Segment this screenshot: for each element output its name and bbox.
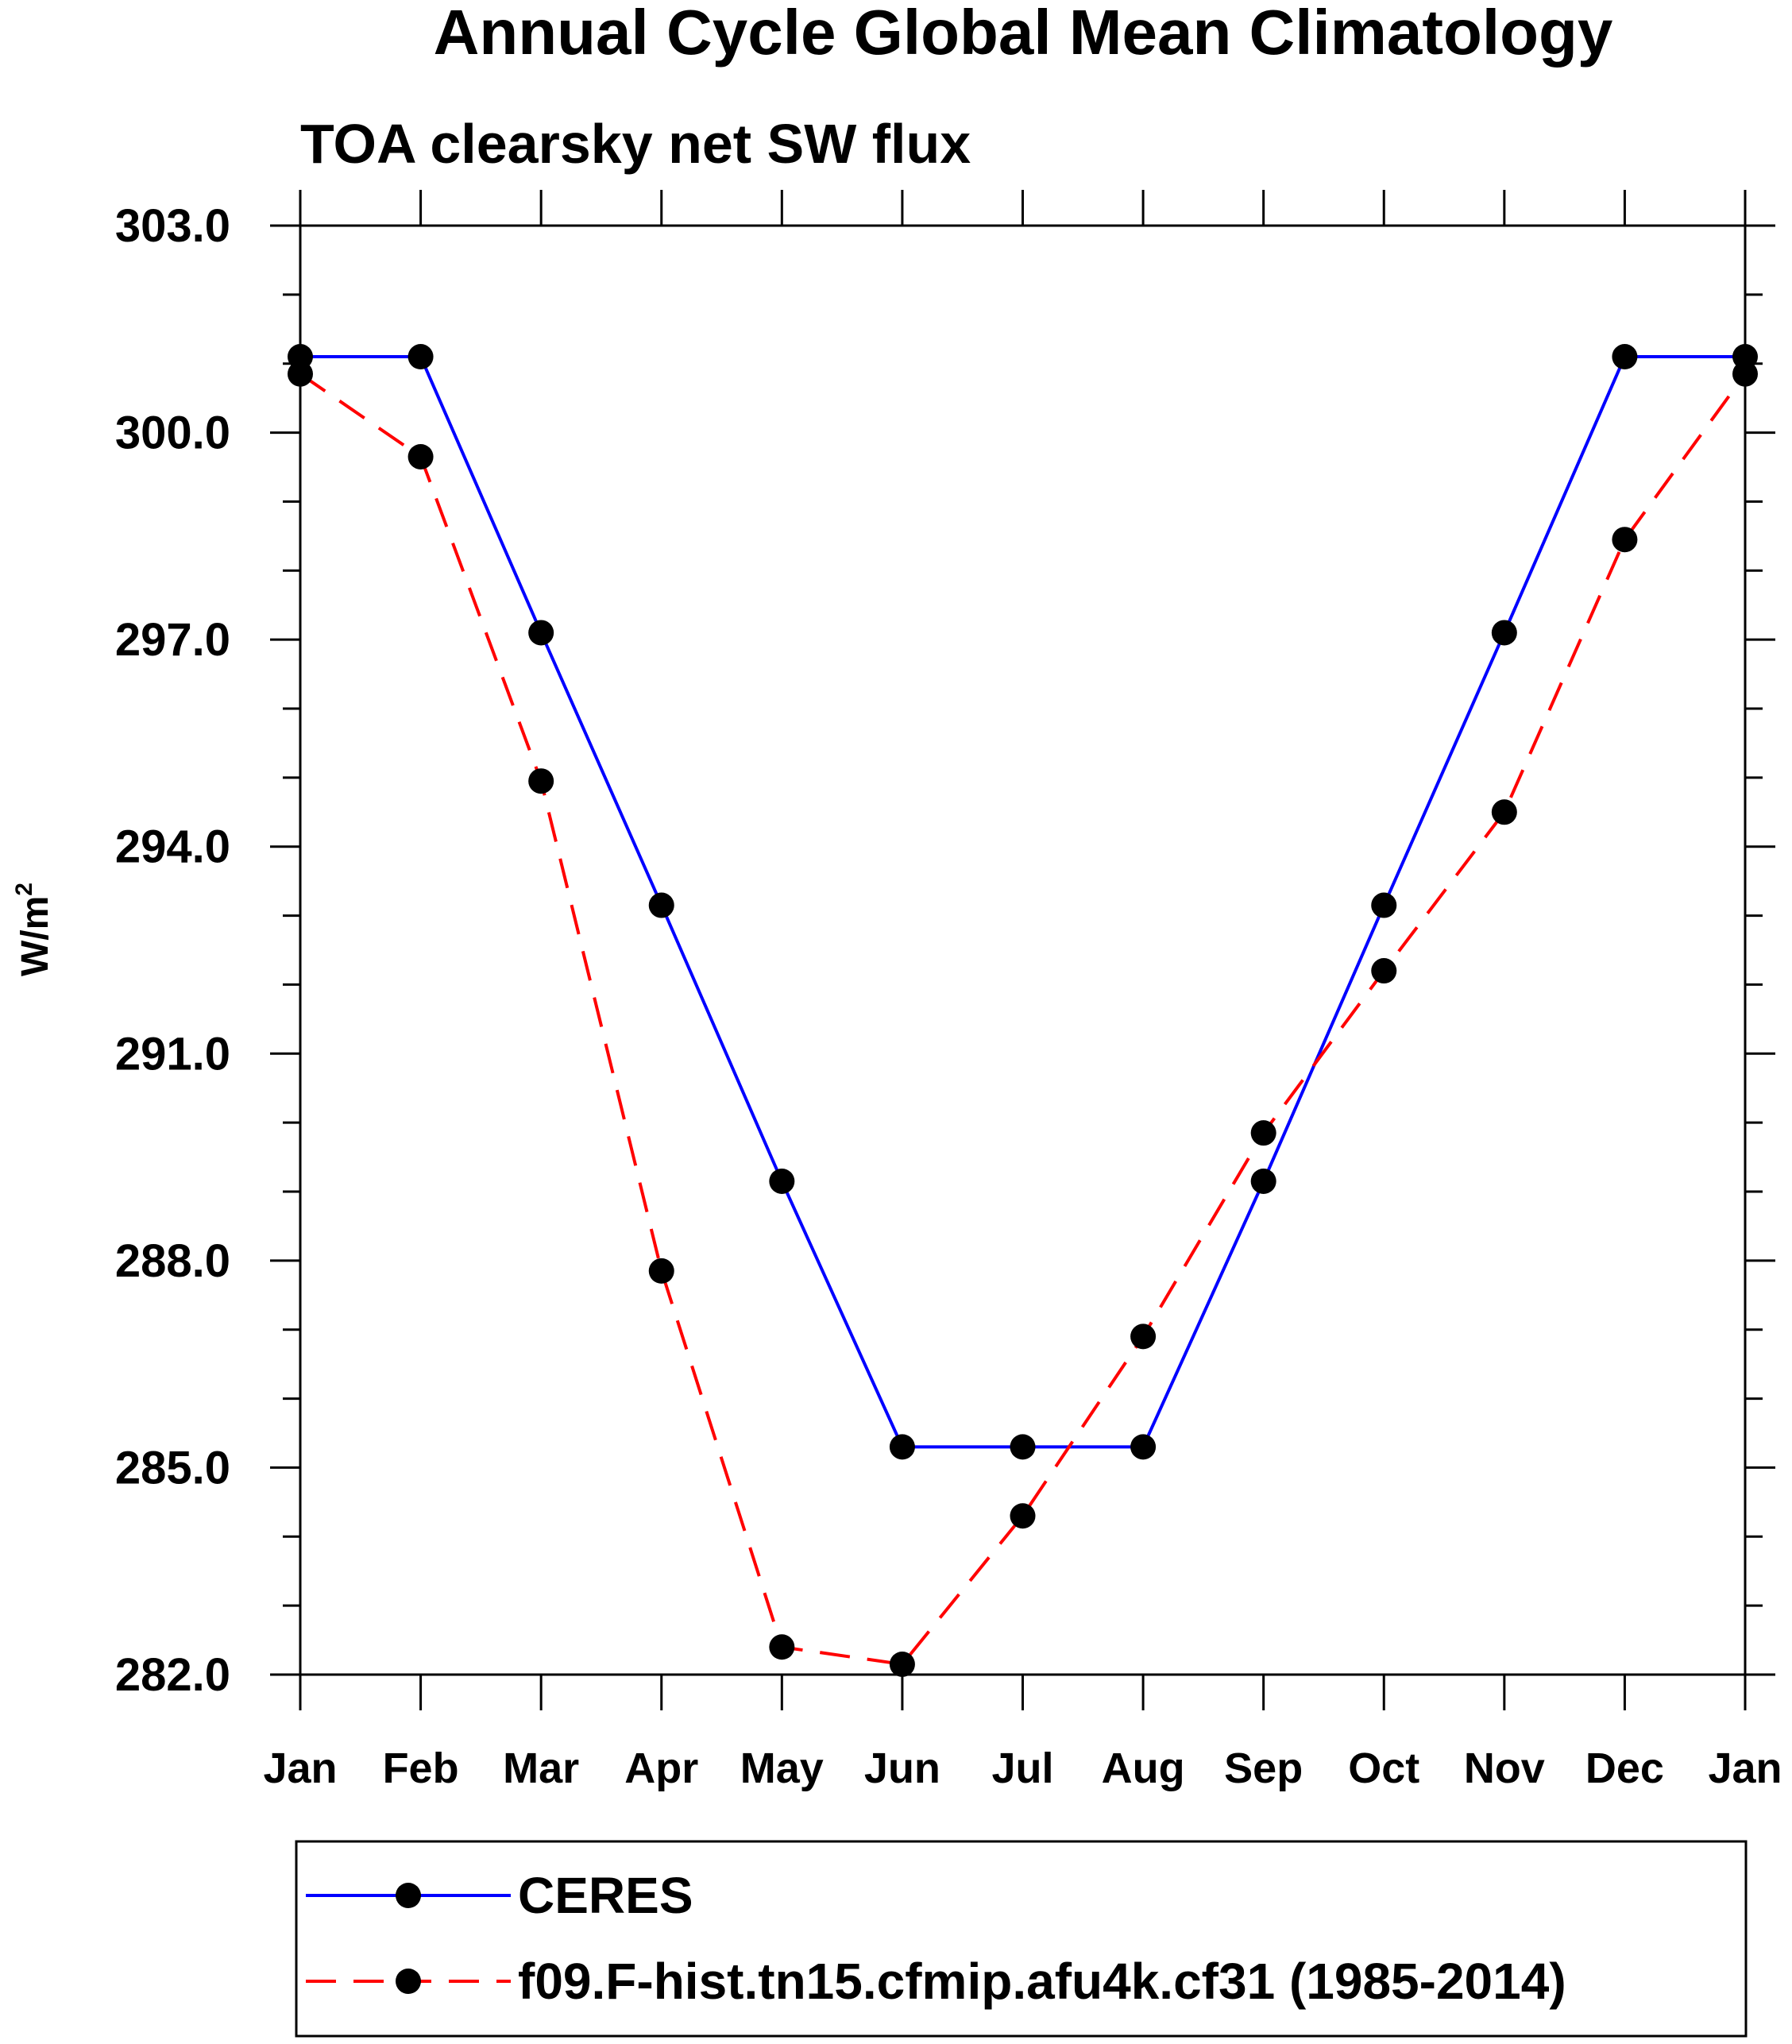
y-tick-label: 288.0	[115, 1235, 230, 1287]
x-tick-label: Jan	[1708, 1745, 1782, 1792]
legend-marker-0	[396, 1883, 421, 1908]
axes-layer: 282.0 285.0 288.0 291.0 294.0 297.0 300.0 303.0…	[115, 190, 1782, 1792]
y-tick-label: 303.0	[115, 200, 230, 252]
legend-box	[295, 1840, 1748, 2038]
y-axis-label: W/m2	[11, 883, 56, 976]
x-tick-label: Jan	[263, 1745, 337, 1792]
x-tick-label: May	[740, 1745, 824, 1792]
legend-label-0: CERES	[518, 1867, 693, 1924]
data-point-series-1	[1250, 1120, 1276, 1146]
x-tick-label: Jun	[864, 1745, 940, 1792]
data-point-series-1	[889, 1651, 915, 1677]
y-tick-label: 297.0	[115, 614, 230, 666]
data-point-series-1	[1612, 527, 1638, 553]
data-point-series-0	[1250, 1168, 1276, 1194]
data-point-series-0	[1371, 892, 1397, 918]
data-point-series-1	[1130, 1323, 1157, 1350]
y-axis-label-superscript: 2	[11, 883, 37, 896]
data-point-series-0	[1491, 620, 1517, 646]
data-point-series-0	[769, 1168, 795, 1194]
series-line-1	[299, 373, 1747, 1667]
data-point-series-0	[1612, 344, 1638, 370]
data-point-series-0	[1010, 1434, 1036, 1460]
x-tick-label: Feb	[383, 1745, 459, 1792]
data-point-series-1	[1371, 958, 1397, 984]
x-tick-label: Sep	[1224, 1745, 1303, 1792]
data-point-series-1	[1010, 1503, 1036, 1529]
y-tick-label: 291.0	[115, 1028, 230, 1080]
data-point-series-0	[528, 620, 554, 646]
x-tick-label: Oct	[1348, 1745, 1419, 1792]
legend-marker-1	[396, 1969, 421, 1994]
x-tick-label: Nov	[1464, 1745, 1545, 1792]
series-layer	[288, 344, 1758, 1677]
chart-title: Annual Cycle Global Mean Climatology	[434, 0, 1613, 68]
legend: CERES f09.F-hist.tn15.cfmip.afu4k.cf31 (1…	[295, 1840, 1748, 2038]
x-tick-label: Jul	[991, 1745, 1053, 1792]
y-tick-label: 300.0	[115, 408, 230, 459]
data-point-series-0	[1130, 1434, 1157, 1460]
y-axis-label-base: W/m	[14, 896, 56, 976]
data-point-series-1	[769, 1634, 795, 1660]
y-tick-label: 294.0	[115, 821, 230, 873]
data-point-series-1	[1732, 361, 1758, 387]
data-point-series-1	[1491, 799, 1517, 825]
data-point-series-0	[648, 892, 674, 918]
chart-subtitle: TOA clearsky net SW flux	[300, 113, 971, 175]
x-tick-label: Apr	[624, 1745, 698, 1792]
legend-label-1: f09.F-hist.tn15.cfmip.afu4k.cf31 (1985-2…	[518, 1953, 1566, 2010]
x-tick-label: Mar	[503, 1745, 579, 1792]
x-tick-label: Dec	[1585, 1745, 1664, 1792]
data-point-series-1	[528, 768, 554, 794]
data-point-series-1	[648, 1258, 674, 1284]
data-point-series-1	[407, 443, 434, 469]
y-tick-label: 285.0	[115, 1442, 230, 1493]
y-tick-label: 282.0	[115, 1649, 230, 1701]
data-point-series-0	[407, 344, 434, 370]
data-point-series-1	[288, 361, 313, 387]
x-tick-label: Aug	[1102, 1745, 1185, 1792]
series-line-0	[300, 355, 1745, 1449]
data-point-series-0	[889, 1434, 915, 1460]
